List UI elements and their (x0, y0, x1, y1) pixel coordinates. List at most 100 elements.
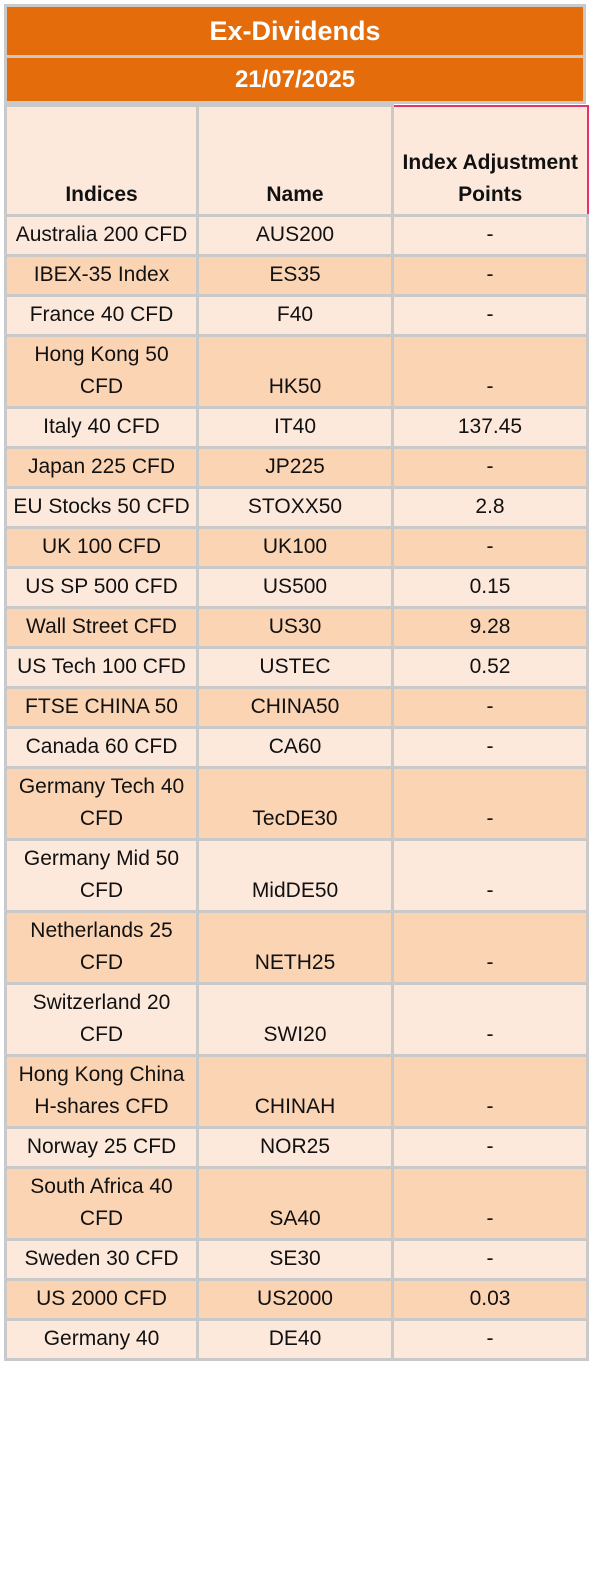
cell-points: 9.28 (391, 606, 589, 649)
cell-index: Hong Kong China H-shares CFD (4, 1054, 199, 1129)
table-row: Germany 40 DE40- (4, 1318, 589, 1361)
table-row: Hong Kong China H-shares CFD CHINAH - (4, 1054, 589, 1129)
cell-name: SWI20 (196, 982, 394, 1057)
cell-index: US Tech 100 CFD (4, 646, 199, 689)
cell-name: US30 (196, 606, 394, 649)
cell-name: ES35 (196, 254, 394, 297)
ex-dividends-table: Indices Name Index Adjustment Points Aus… (4, 104, 589, 1361)
column-header-indices: Indices (4, 104, 199, 217)
cell-name: AUS200 (196, 214, 394, 257)
cell-index: Italy 40 CFD (4, 406, 199, 449)
cell-points: 2.8 (391, 486, 589, 529)
cell-name: TecDE30 (196, 766, 394, 841)
table-row: Sweden 30 CFD SE30- (4, 1238, 589, 1281)
table-row: Canada 60 CFD CA60- (4, 726, 589, 769)
table-row: US Tech 100 CFD USTEC 0.52 (4, 646, 589, 689)
cell-index: Netherlands 25 CFD (4, 910, 199, 985)
cell-index: Australia 200 CFD (4, 214, 199, 257)
cell-points: - (391, 446, 589, 489)
cell-points: - (391, 726, 589, 769)
table-row: Switzerland 20 CFD SWI20- (4, 982, 589, 1057)
cell-points: 0.15 (391, 566, 589, 609)
cell-points: - (391, 766, 589, 841)
cell-name: SE30 (196, 1238, 394, 1281)
cell-points: - (391, 1318, 589, 1361)
table-row: South Africa 40 CFD SA40- (4, 1166, 589, 1241)
table-row: UK 100 CFD UK100- (4, 526, 589, 569)
cell-index: South Africa 40 CFD (4, 1166, 199, 1241)
cell-name: CHINA50 (196, 686, 394, 729)
cell-index: FTSE CHINA 50 (4, 686, 199, 729)
cell-name: US500 (196, 566, 394, 609)
cell-points: - (391, 838, 589, 913)
cell-index: Switzerland 20 CFD (4, 982, 199, 1057)
header-row: Indices Name Index Adjustment Points (4, 104, 589, 217)
cell-points: - (391, 686, 589, 729)
sheet-date: 21/07/2025 (4, 58, 586, 104)
cell-name: F40 (196, 294, 394, 337)
cell-points: - (391, 982, 589, 1057)
cell-name: CA60 (196, 726, 394, 769)
table-row: Australia 200 CFD AUS200- (4, 214, 589, 257)
cell-index: France 40 CFD (4, 294, 199, 337)
table-row: IBEX-35 Index ES35- (4, 254, 589, 297)
cell-name: DE40 (196, 1318, 394, 1361)
table-row: EU Stocks 50 CFD STOXX50 2.8 (4, 486, 589, 529)
cell-index: IBEX-35 Index (4, 254, 199, 297)
cell-index: US 2000 CFD (4, 1278, 199, 1321)
cell-name: STOXX50 (196, 486, 394, 529)
cell-index: Norway 25 CFD (4, 1126, 199, 1169)
cell-name: US2000 (196, 1278, 394, 1321)
cell-points: 0.03 (391, 1278, 589, 1321)
cell-name: UK100 (196, 526, 394, 569)
cell-index: Hong Kong 50 CFD (4, 334, 199, 409)
column-header-name: Name (196, 104, 394, 217)
table-row: Germany Tech 40 CFD TecDE30- (4, 766, 589, 841)
table-row: FTSE CHINA 50 CHINA50- (4, 686, 589, 729)
cell-index: US SP 500 CFD (4, 566, 199, 609)
cell-index: Germany 40 (4, 1318, 199, 1361)
table-row: Hong Kong 50 CFD HK50- (4, 334, 589, 409)
ex-dividends-sheet: Ex-Dividends 21/07/2025 Indices Name Ind… (4, 4, 589, 1361)
cell-index: Sweden 30 CFD (4, 1238, 199, 1281)
cell-points: - (391, 1126, 589, 1169)
cell-points: - (391, 1238, 589, 1281)
sheet-title: Ex-Dividends (4, 4, 586, 58)
cell-name: USTEC (196, 646, 394, 689)
cell-points: - (391, 334, 589, 409)
cell-index: Japan 225 CFD (4, 446, 199, 489)
cell-points: 137.45 (391, 406, 589, 449)
cell-name: IT40 (196, 406, 394, 449)
table-body: Australia 200 CFD AUS200- IBEX-35 Index ES3… (4, 214, 589, 1361)
cell-points: - (391, 1054, 589, 1129)
cell-name: JP225 (196, 446, 394, 489)
table-row: Germany Mid 50 CFD MidDE50- (4, 838, 589, 913)
cell-index: Germany Mid 50 CFD (4, 838, 199, 913)
table-row: Japan 225 CFD JP225- (4, 446, 589, 489)
cell-points: - (391, 294, 589, 337)
cell-name: SA40 (196, 1166, 394, 1241)
table-row: Netherlands 25 CFD NETH25- (4, 910, 589, 985)
table-row: US 2000 CFD US2000 0.03 (4, 1278, 589, 1321)
cell-name: HK50 (196, 334, 394, 409)
cell-name: NETH25 (196, 910, 394, 985)
cell-index: UK 100 CFD (4, 526, 199, 569)
cell-points: - (391, 1166, 589, 1241)
cell-index: Wall Street CFD (4, 606, 199, 649)
cell-index: Canada 60 CFD (4, 726, 199, 769)
table-row: US SP 500 CFD US500 0.15 (4, 566, 589, 609)
cell-name: NOR25 (196, 1126, 394, 1169)
table-row: Italy 40 CFD IT40 137.45 (4, 406, 589, 449)
table-row: France 40 CFD F40- (4, 294, 589, 337)
cell-points: 0.52 (391, 646, 589, 689)
cell-points: - (391, 526, 589, 569)
column-header-index-adjustment-points: Index Adjustment Points (391, 104, 589, 217)
cell-points: - (391, 214, 589, 257)
cell-name: CHINAH (196, 1054, 394, 1129)
cell-index: Germany Tech 40 CFD (4, 766, 199, 841)
cell-points: - (391, 910, 589, 985)
cell-index: EU Stocks 50 CFD (4, 486, 199, 529)
cell-name: MidDE50 (196, 838, 394, 913)
table-row: Wall Street CFD US30 9.28 (4, 606, 589, 649)
cell-points: - (391, 254, 589, 297)
